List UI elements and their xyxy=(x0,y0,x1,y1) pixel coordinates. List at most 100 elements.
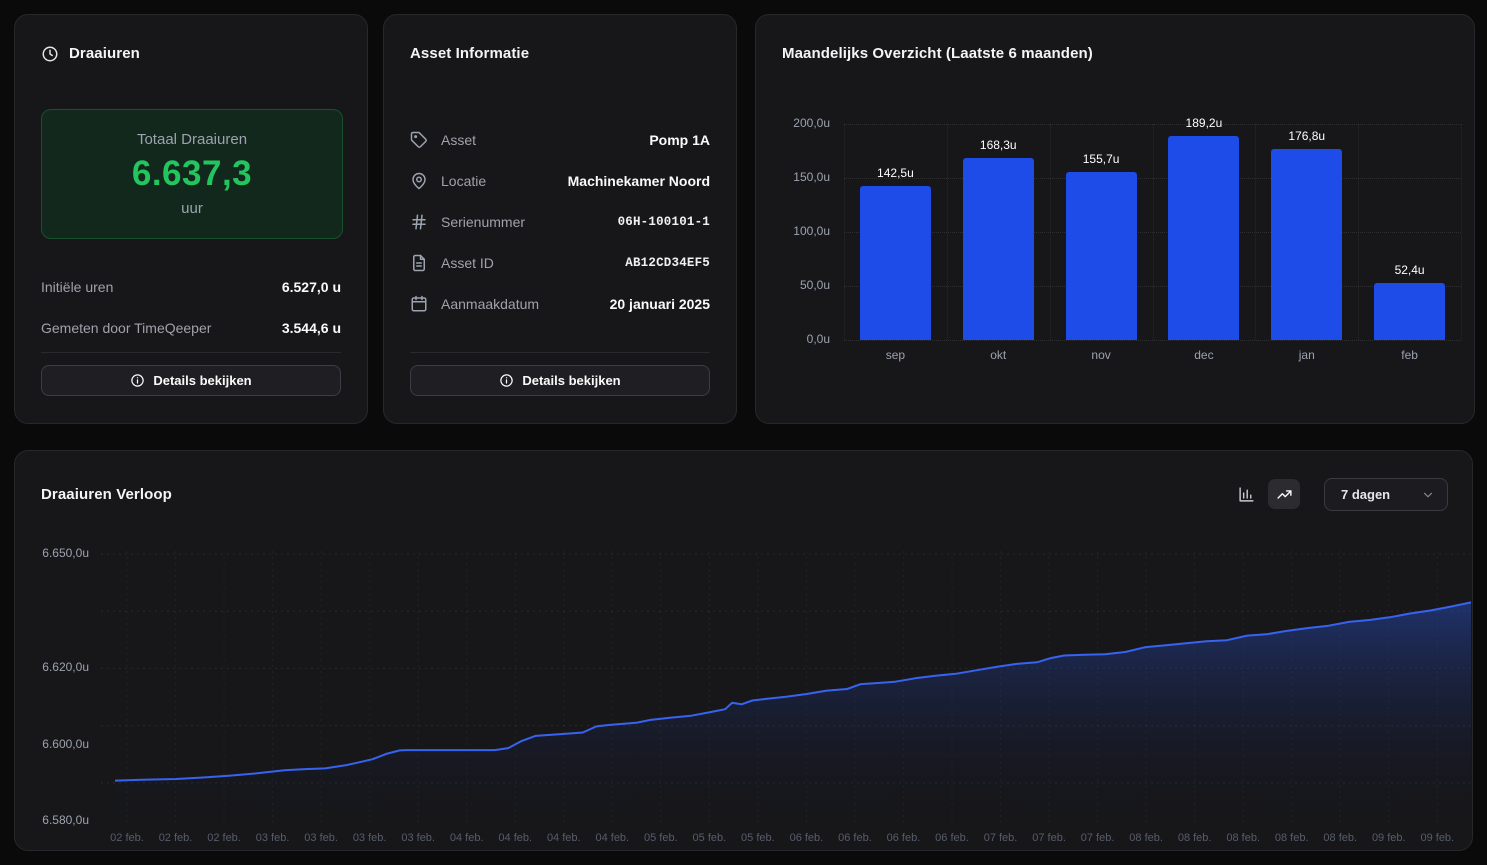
bar-h-gridline xyxy=(844,286,1461,287)
bar-chart-icon xyxy=(1238,486,1255,503)
divider xyxy=(410,352,710,353)
trend-x-tick-label: 02 feb. xyxy=(158,832,193,844)
hash-icon xyxy=(410,213,428,231)
trend-x-tick-label: 06 feb. xyxy=(886,832,921,844)
trend-svg xyxy=(101,551,1475,829)
asset-id-label: Asset ID xyxy=(441,255,494,271)
draaiuren-card: Draaiuren Totaal Draaiuren 6.637,3 uur I… xyxy=(14,14,368,424)
trend-x-tick-label: 04 feb. xyxy=(546,832,581,844)
file-text-icon xyxy=(410,254,428,272)
bar-okt xyxy=(962,158,1034,340)
divider xyxy=(41,352,341,353)
trend-x-tick-label: 08 feb. xyxy=(1177,832,1212,844)
asset-value: Pomp 1A xyxy=(649,132,710,148)
draaiuren-card-title: Draaiuren xyxy=(69,45,140,62)
bar-v-gridline xyxy=(1049,124,1051,340)
bar-y-tick-label: 150,0u xyxy=(793,170,830,184)
bar-v-gridline xyxy=(946,124,948,340)
trend-x-tick-label: 03 feb. xyxy=(255,832,290,844)
tag-icon xyxy=(410,131,428,149)
trend-x-tick-label: 07 feb. xyxy=(983,832,1018,844)
bar-value-label: 142,5u xyxy=(877,166,914,181)
location-row: Locatie Machinekamer Noord xyxy=(410,169,710,193)
trend-line-chart: 6.650,0u 6.620,0u 6.600,0u 6.580,0u 02 feb. 0… xyxy=(15,451,1475,850)
bar-value-label: 168,3u xyxy=(979,138,1017,153)
trend-y-tick-label: 6.620,0u xyxy=(42,660,89,675)
asset-label: Asset xyxy=(441,132,477,148)
trend-x-tick-label: 09 feb. xyxy=(1371,832,1406,844)
trend-x-tick-label: 03 feb. xyxy=(401,832,435,844)
trend-x-tick-label: 03 feb. xyxy=(304,832,338,844)
trend-x-tick-label: 06 feb. xyxy=(838,832,872,844)
range-select[interactable]: 7 dagen xyxy=(1324,478,1448,511)
trend-x-tick-label: 07 feb. xyxy=(1080,832,1115,844)
asset-row: Asset Pomp 1A xyxy=(410,128,710,152)
trend-x-tick-label: 02 feb. xyxy=(110,832,144,844)
total-hours-label: Totaal Draaiuren xyxy=(136,131,248,148)
line-chart-toggle-button[interactable] xyxy=(1268,479,1300,509)
bar-h-gridline xyxy=(844,124,1461,125)
trend-x-tick-label: 03 feb. xyxy=(352,832,387,844)
trend-title: Draaiuren Verloop xyxy=(41,486,172,503)
serial-row: Serienummer 06H-100101-1 xyxy=(410,210,710,234)
draaiuren-details-label: Details bekijken xyxy=(153,373,252,388)
draaiuren-details-button[interactable]: Details bekijken xyxy=(41,365,341,396)
trend-x-tick-label: 04 feb. xyxy=(595,832,630,844)
monthly-overview-title: Maandelijks Overzicht (Laatste 6 maanden… xyxy=(782,45,1093,62)
initial-hours-label: Initiële uren xyxy=(41,279,114,295)
trend-x-tick-label: 08 feb. xyxy=(1129,832,1163,844)
location-label: Locatie xyxy=(441,173,487,189)
bar-v-gridline xyxy=(1358,124,1360,340)
trend-x-tick-label: 02 feb. xyxy=(207,832,241,844)
trend-x-tick-label: 05 feb. xyxy=(692,832,727,844)
bar-h-gridline xyxy=(844,232,1461,233)
calendar-icon xyxy=(410,295,428,313)
asset-id-value: AB12CD34EF5 xyxy=(625,256,710,270)
bar-feb xyxy=(1374,283,1446,340)
bar-dec xyxy=(1168,135,1240,340)
bar-v-gridline xyxy=(844,124,845,340)
bar-category-label: sep xyxy=(885,348,906,362)
total-hours-panel: Totaal Draaiuren 6.637,3 uur xyxy=(41,109,343,239)
trend-x-tick-label: 07 feb. xyxy=(1032,832,1066,844)
initial-hours-value: 6.527,0 u xyxy=(281,279,341,295)
bar-nov xyxy=(1065,171,1137,340)
created-date-value: 20 januari 2025 xyxy=(609,296,710,312)
chevron-down-icon xyxy=(1421,488,1435,502)
bar-value-label: 176,8u xyxy=(1288,129,1326,144)
trend-x-tick-label: 05 feb. xyxy=(741,832,775,844)
asset-id-row: Asset ID AB12CD34EF5 xyxy=(410,251,710,275)
bar-value-label: 189,2u xyxy=(1185,115,1223,130)
trend-line xyxy=(114,601,1472,782)
location-value: Machinekamer Noord xyxy=(567,173,710,189)
bar-jan xyxy=(1271,149,1343,340)
bar-v-gridline xyxy=(1461,124,1462,340)
bar-y-tick-label: 0,0u xyxy=(806,332,830,346)
bar-chart-toggle-button[interactable] xyxy=(1230,479,1262,509)
trend-x-tick-label: 04 feb. xyxy=(498,832,533,844)
trend-x-tick-label: 04 feb. xyxy=(449,832,484,844)
range-select-value: 7 dagen xyxy=(1341,487,1391,502)
trend-y-tick-label: 6.650,0u xyxy=(42,546,89,560)
trend-y-tick-label: 6.580,0u xyxy=(42,813,89,827)
trend-x-tick-label: 09 feb. xyxy=(1420,832,1455,844)
total-hours-unit: uur xyxy=(181,200,203,217)
bar-value-label: 52,4u xyxy=(1394,263,1425,278)
map-pin-icon xyxy=(410,172,428,190)
initial-hours-row: Initiële uren 6.527,0 u xyxy=(41,279,341,295)
bar-y-tick-label: 50,0u xyxy=(799,278,830,292)
measured-hours-label: Gemeten door TimeQeeper xyxy=(41,320,212,336)
bar-y-tick-label: 200,0u xyxy=(793,116,830,130)
trend-area-fill xyxy=(115,602,1471,829)
asset-details-button[interactable]: Details bekijken xyxy=(410,365,710,396)
trend-y-tick-label: 6.600,0u xyxy=(42,736,89,751)
bar-category-label: feb xyxy=(1401,348,1418,362)
bar-v-gridline xyxy=(1255,124,1257,340)
trend-x-tick-label: 08 feb. xyxy=(1274,832,1309,844)
bar-v-gridline xyxy=(1152,124,1154,340)
serial-value: 06H-100101-1 xyxy=(617,215,710,229)
asset-info-card: Asset Informatie Asset Pomp 1A Locatie M… xyxy=(383,14,737,424)
clock-icon xyxy=(41,45,59,68)
monthly-bar-chart: 0,0u 50,0u 100,0u 150,0u 200,0u 142,5u sep 168,… xyxy=(756,15,1474,423)
